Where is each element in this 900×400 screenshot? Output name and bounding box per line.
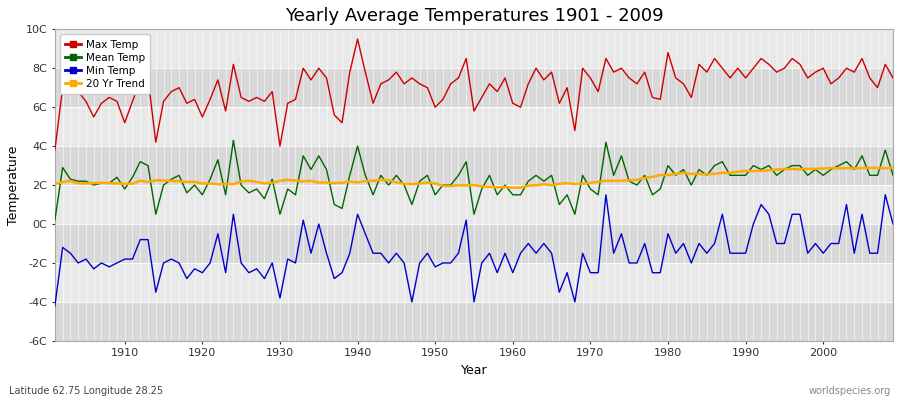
Bar xyxy=(55,29,893,68)
Bar xyxy=(55,107,893,146)
Y-axis label: Temperature: Temperature xyxy=(7,145,20,225)
X-axis label: Year: Year xyxy=(461,364,487,377)
Bar xyxy=(55,302,893,341)
Text: Latitude 62.75 Longitude 28.25: Latitude 62.75 Longitude 28.25 xyxy=(9,386,163,396)
Bar xyxy=(55,224,893,263)
Bar xyxy=(55,68,893,107)
Bar xyxy=(55,146,893,185)
Text: worldspecies.org: worldspecies.org xyxy=(809,386,891,396)
Bar xyxy=(55,263,893,302)
Title: Yearly Average Temperatures 1901 - 2009: Yearly Average Temperatures 1901 - 2009 xyxy=(284,7,663,25)
Legend: Max Temp, Mean Temp, Min Temp, 20 Yr Trend: Max Temp, Mean Temp, Min Temp, 20 Yr Tre… xyxy=(60,34,150,94)
Bar xyxy=(55,185,893,224)
